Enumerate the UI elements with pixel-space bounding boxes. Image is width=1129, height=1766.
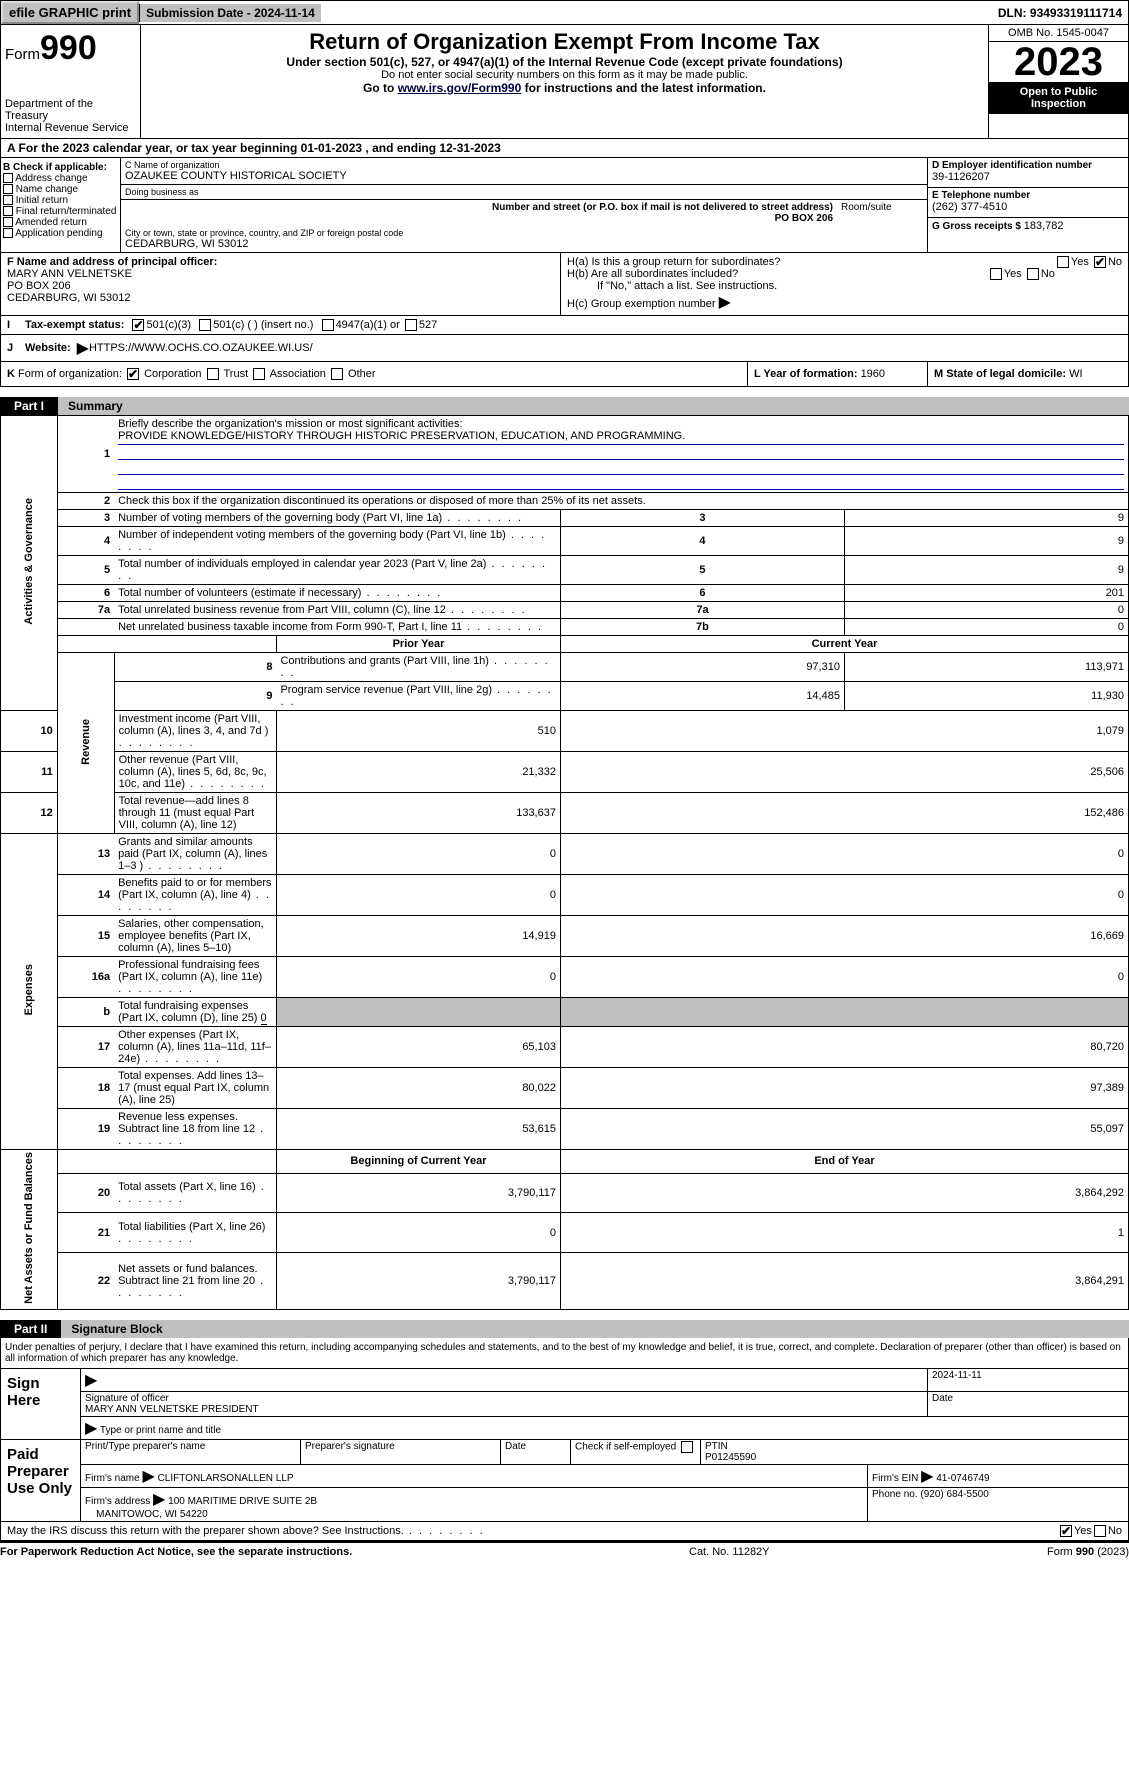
k-l-m-row: K Form of organization: Corporation Trus… xyxy=(0,362,1129,387)
527-checkbox[interactable] xyxy=(405,319,417,331)
tax-period: A For the 2023 calendar year, or tax yea… xyxy=(0,139,1129,158)
501c-checkbox[interactable] xyxy=(199,319,211,331)
side-netassets: Net Assets or Fund Balances xyxy=(23,1152,35,1304)
final-return-checkbox[interactable] xyxy=(3,206,13,216)
4947-checkbox[interactable] xyxy=(322,319,334,331)
officer-city: CEDARBURG, WI 53012 xyxy=(7,292,554,304)
mission-text: PROVIDE KNOWLEDGE/HISTORY THROUGH HISTOR… xyxy=(118,430,1124,445)
part1-header: Part I Summary xyxy=(0,397,1129,415)
firm-ein: 41-0746749 xyxy=(936,1473,989,1484)
street-address: PO BOX 206 xyxy=(125,213,833,224)
perjury-note: Under penalties of perjury, I declare th… xyxy=(0,1338,1129,1369)
sign-here-block: Sign Here ▶2024-11-11 Signature of offic… xyxy=(0,1369,1129,1440)
501c3-checkbox[interactable] xyxy=(132,319,144,331)
website-row: JWebsite:▶ HTTPS://WWW.OCHS.CO.OZAUKEE.W… xyxy=(0,335,1129,362)
officer-name-title: MARY ANN VELNETSKE PRESIDENT xyxy=(85,1404,259,1415)
form-title: Return of Organization Exempt From Incom… xyxy=(145,29,984,55)
f-h-row: F Name and address of principal officer:… xyxy=(0,253,1129,316)
hb-yes-checkbox[interactable] xyxy=(990,268,1002,280)
hb-no-checkbox[interactable] xyxy=(1027,268,1039,280)
summary-table: Activities & Governance 1 Briefly descri… xyxy=(0,415,1129,1310)
firm-phone: (920) 684-5500 xyxy=(920,1489,988,1500)
form-header: Form990 Department of the Treasury Inter… xyxy=(0,25,1129,139)
discuss-row: May the IRS discuss this return with the… xyxy=(0,1522,1129,1541)
department-label: Department of the Treasury Internal Reve… xyxy=(5,98,136,134)
self-employed-checkbox[interactable] xyxy=(681,1441,693,1453)
side-governance: Activities & Governance xyxy=(23,498,35,625)
entity-block: B Check if applicable: Address change Na… xyxy=(0,158,1129,253)
arrow-icon: ▶ xyxy=(719,294,731,311)
submission-date: Submission Date - 2024-11-14 xyxy=(139,4,321,22)
city-state-zip: CEDARBURG, WI 53012 xyxy=(125,238,923,250)
topbar: efile GRAPHIC print Submission Date - 20… xyxy=(0,0,1129,25)
name-change-checkbox[interactable] xyxy=(3,184,13,194)
form-subtitle: Under section 501(c), 527, or 4947(a)(1)… xyxy=(145,55,984,69)
paid-preparer-block: Paid Preparer Use Only Print/Type prepar… xyxy=(0,1440,1129,1522)
gross-receipts: 183,782 xyxy=(1024,220,1064,232)
discuss-no-checkbox[interactable] xyxy=(1094,1525,1106,1537)
ptin: P01245590 xyxy=(705,1452,756,1463)
tax-exempt-status-row: ITax-exempt status: 501(c)(3) 501(c) ( )… xyxy=(0,316,1129,335)
form-number-block: Form990 Department of the Treasury Inter… xyxy=(1,25,141,138)
application-pending-checkbox[interactable] xyxy=(3,228,13,238)
ein: 39-1126207 xyxy=(932,171,1124,183)
initial-return-checkbox[interactable] xyxy=(3,195,13,205)
trust-checkbox[interactable] xyxy=(207,368,219,380)
website-value: HTTPS://WWW.OCHS.CO.OZAUKEE.WI.US/ xyxy=(89,342,313,354)
instructions-link-line: Go to www.irs.gov/Form990 for instructio… xyxy=(145,81,984,95)
state-domicile: WI xyxy=(1069,368,1082,380)
tax-year: 2023 xyxy=(989,42,1128,82)
ssn-note: Do not enter social security numbers on … xyxy=(145,69,984,81)
ha-yes-checkbox[interactable] xyxy=(1057,256,1069,268)
efile-graphic-print-button[interactable]: efile GRAPHIC print xyxy=(1,1,139,24)
part2-header: Part II Signature Block xyxy=(0,1320,1129,1338)
ha-no-checkbox[interactable] xyxy=(1094,256,1106,268)
section-b-checkboxes: B Check if applicable: Address change Na… xyxy=(1,158,121,252)
telephone: (262) 377-4510 xyxy=(932,201,1124,213)
amended-return-checkbox[interactable] xyxy=(3,217,13,227)
open-to-public: Open to Public Inspection xyxy=(989,82,1128,114)
firm-name: CLIFTONLARSONALLEN LLP xyxy=(158,1473,294,1484)
address-change-checkbox[interactable] xyxy=(3,173,13,183)
side-revenue: Revenue xyxy=(80,719,92,765)
sig-date: 2024-11-11 xyxy=(928,1369,1128,1391)
section-c-name-address: C Name of organizationOZAUKEE COUNTY HIS… xyxy=(121,158,928,252)
dln: DLN: 93493319111714 xyxy=(992,4,1128,22)
year-formation: 1960 xyxy=(861,368,885,380)
assoc-checkbox[interactable] xyxy=(253,368,265,380)
side-expenses: Expenses xyxy=(23,964,35,1015)
section-d-e-g: D Employer identification number39-11262… xyxy=(928,158,1128,252)
officer-name: MARY ANN VELNETSKE xyxy=(7,268,554,280)
officer-addr: PO BOX 206 xyxy=(7,280,554,292)
org-name: OZAUKEE COUNTY HISTORICAL SOCIETY xyxy=(125,170,923,182)
page-footer: For Paperwork Reduction Act Notice, see … xyxy=(0,1541,1129,1561)
discuss-yes-checkbox[interactable] xyxy=(1060,1525,1072,1537)
other-checkbox[interactable] xyxy=(331,368,343,380)
corp-checkbox[interactable] xyxy=(127,368,139,380)
firm-address: 100 MARITIME DRIVE SUITE 2B xyxy=(168,1496,317,1507)
irs-link[interactable]: www.irs.gov/Form990 xyxy=(398,81,522,95)
